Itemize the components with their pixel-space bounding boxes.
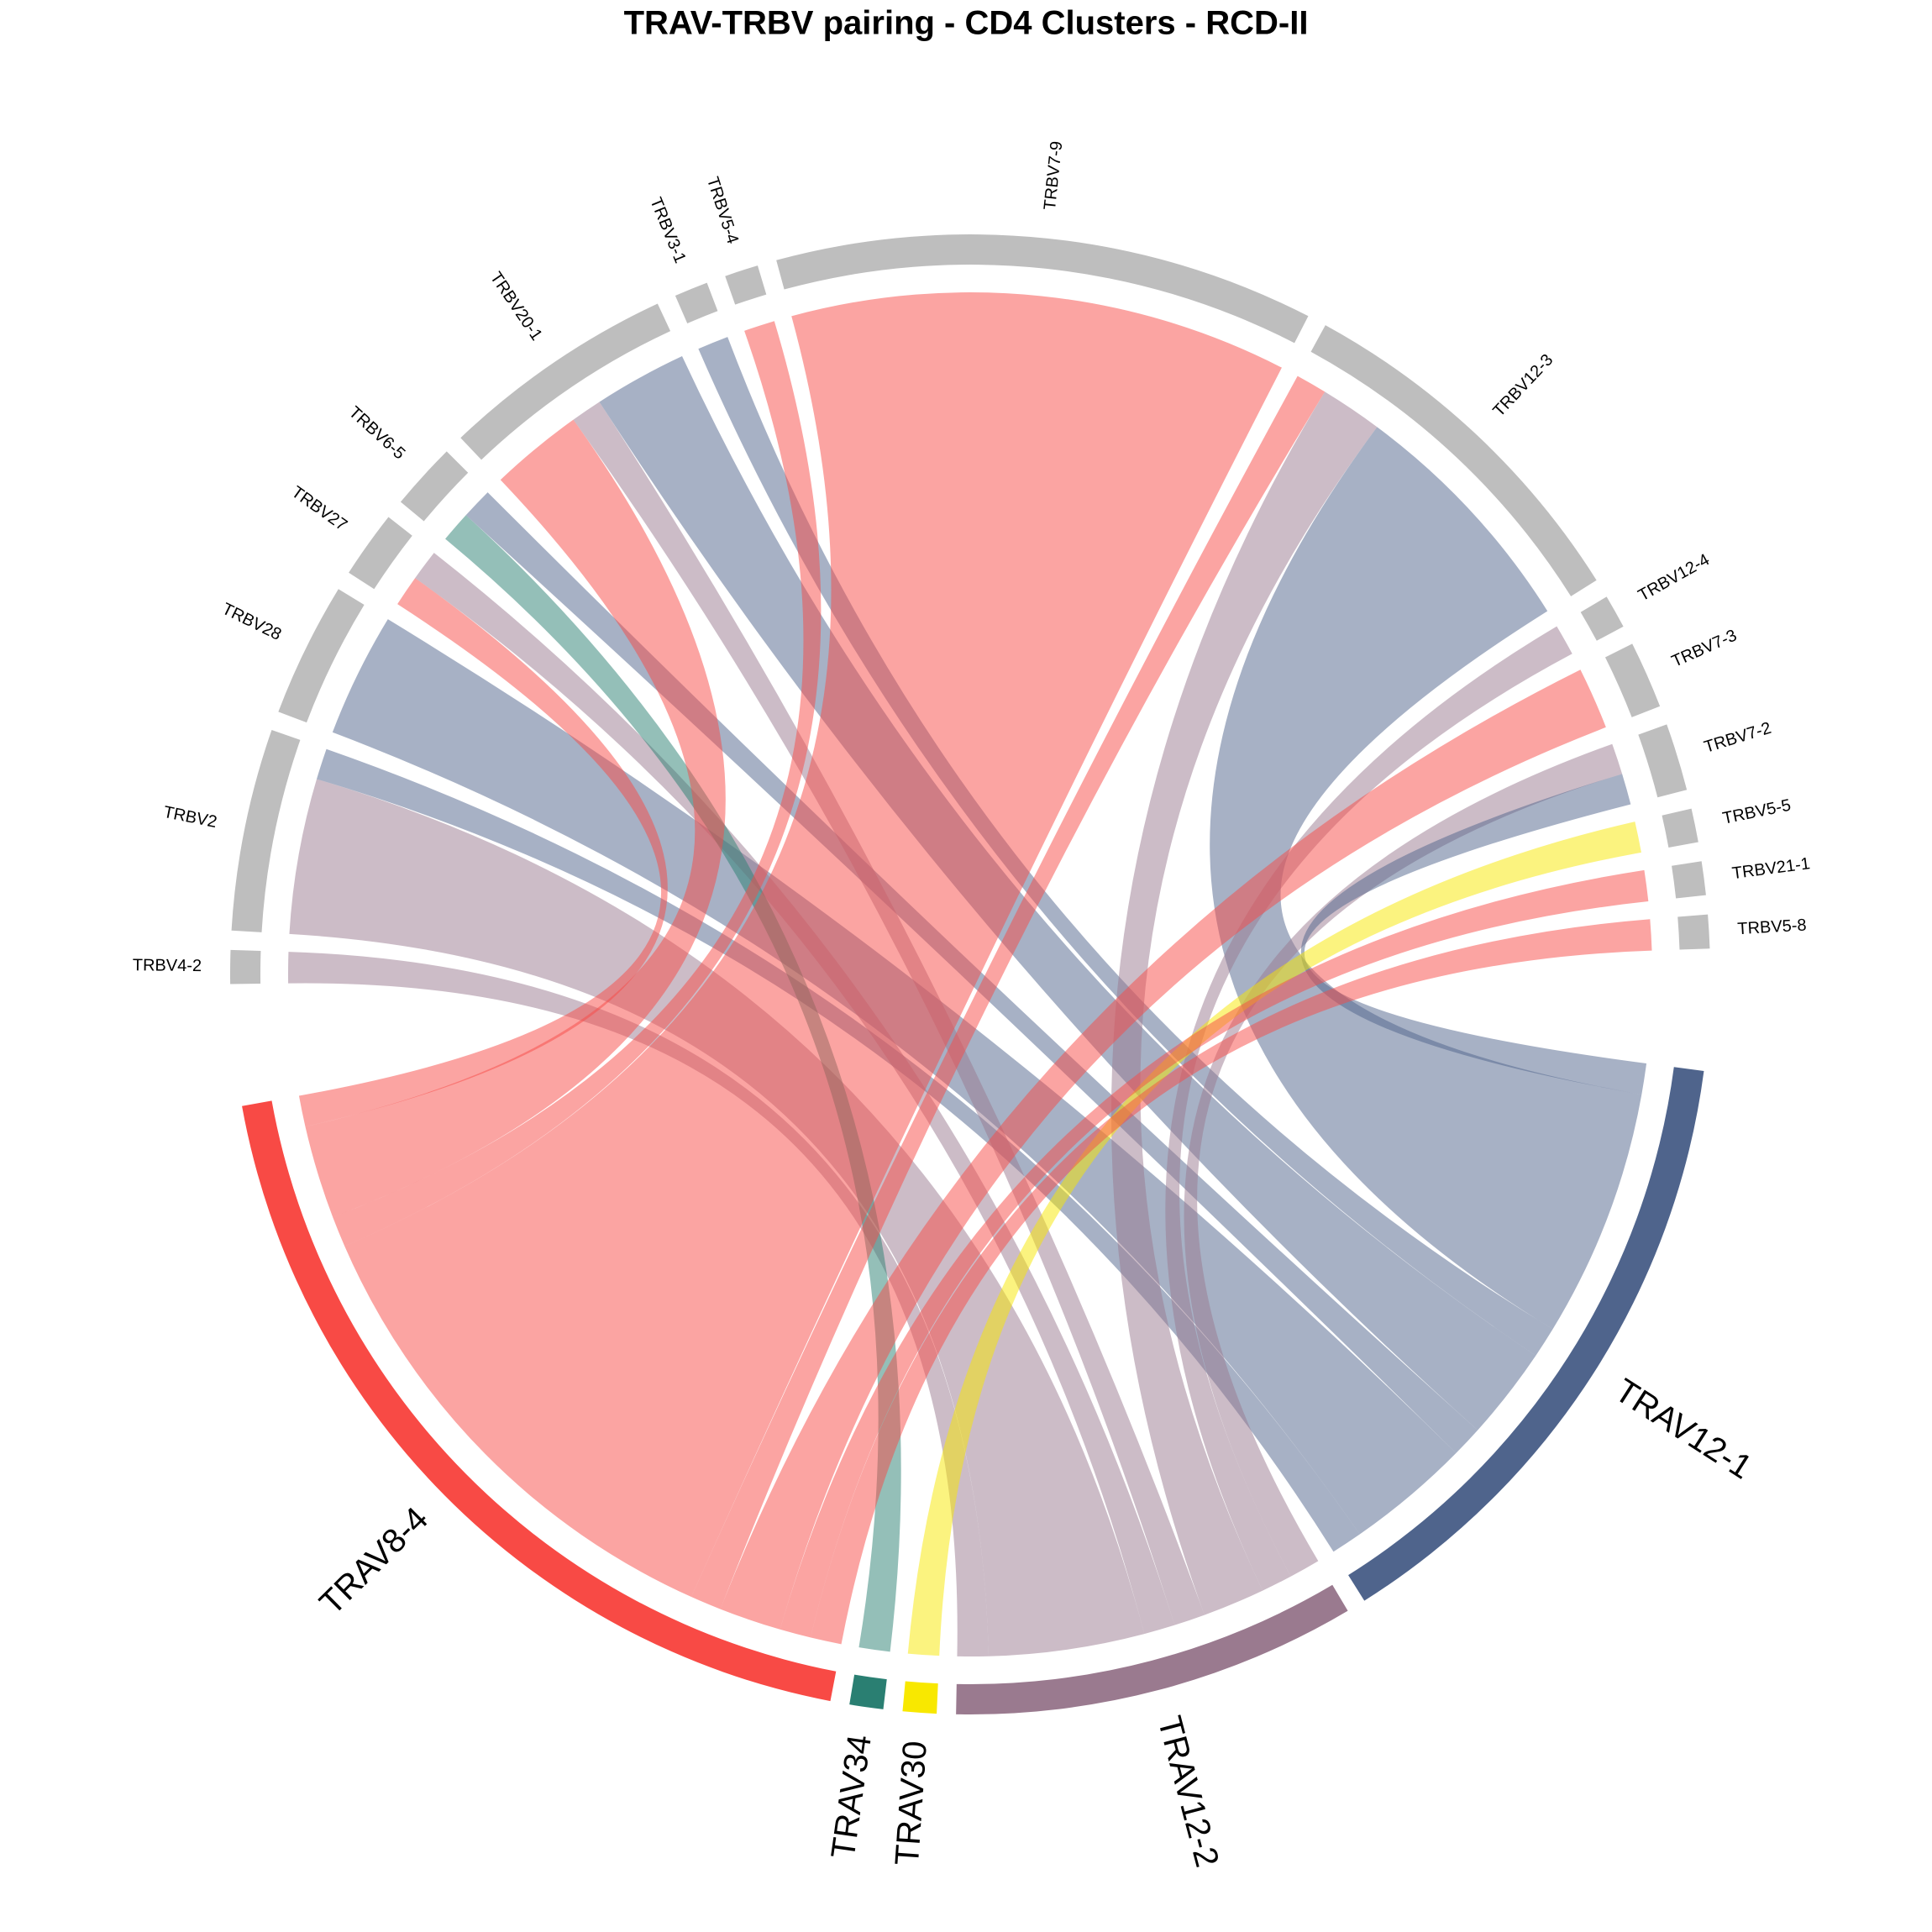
link-ribbon — [780, 869, 1649, 1638]
sector-arc — [1310, 325, 1597, 596]
sector-label: TRBV21-1 — [1731, 854, 1811, 883]
sector-label: TRBV27 — [288, 483, 350, 535]
link-ribbon — [573, 402, 1205, 1625]
link-ribbon — [1110, 391, 1378, 1615]
sector-label: TRAV12-2 — [1151, 1712, 1226, 1871]
sector-label: TRBV12-3 — [1489, 350, 1557, 420]
link-ribbon — [332, 619, 1457, 1535]
sector-arc — [278, 589, 365, 723]
link-ribbon — [690, 375, 1326, 1609]
sector-label: TRBV28 — [219, 600, 285, 644]
sector-label: TRAV12-1 — [1609, 1372, 1758, 1486]
sector-arc — [1672, 861, 1706, 899]
link-ribbon — [305, 419, 726, 1217]
sector-label: TRBV7-2 — [1702, 719, 1773, 757]
sector-arc — [231, 729, 301, 932]
sector-label: TRBV5-4 — [703, 175, 742, 246]
sector-arc — [230, 949, 261, 984]
sector-arc — [849, 1674, 887, 1709]
link-ribbon — [810, 919, 1652, 1645]
link-ribbon — [1300, 774, 1647, 1095]
sector-arc — [675, 282, 718, 324]
sector-label: TRBV3-1 — [646, 195, 689, 265]
link-ribbon — [1210, 427, 1642, 1330]
sector-arc — [776, 234, 1309, 344]
sector-label: TRAV34 — [825, 1733, 879, 1861]
sector-arc — [725, 265, 767, 305]
sector-label: TRBV4-2 — [133, 956, 202, 975]
sector-label: TRBV20-1 — [486, 269, 546, 344]
link-ribbon — [298, 578, 668, 1127]
sector-arc — [902, 1681, 938, 1714]
sector-label: TRBV2 — [162, 803, 219, 832]
sector-arc — [956, 1584, 1348, 1715]
sector-arc — [460, 303, 671, 460]
chart-title: TRAV-TRBV pairing - CD4 Clusters - RCD-I… — [624, 5, 1309, 42]
sector-label: TRBV7-9 — [1041, 140, 1066, 211]
sector-label: TRBV12-4 — [1635, 550, 1713, 605]
sector-label: TRAV30 — [889, 1740, 934, 1866]
link-ribbon — [344, 291, 1282, 1598]
link-ribbon — [720, 669, 1606, 1630]
link-ribbon — [599, 356, 1536, 1431]
link-ribbon — [289, 779, 1145, 1656]
link-ribbon — [1184, 743, 1623, 1577]
sector-label: TRAV8-4 — [312, 1500, 435, 1622]
sector-label: TRBV5-8 — [1737, 916, 1807, 938]
sector-arc — [1580, 596, 1624, 641]
sector-arc — [1677, 914, 1710, 950]
sector-arc — [1662, 808, 1698, 848]
link-ribbon — [333, 321, 822, 1247]
sector-label: TRBV5-5 — [1721, 796, 1793, 828]
sector-arc — [349, 517, 412, 590]
sector-arc — [1638, 724, 1688, 798]
sector-arc — [1604, 643, 1661, 717]
links — [288, 291, 1652, 1656]
sector-label: TRBV7-3 — [1669, 626, 1740, 670]
sector-arc — [1348, 1067, 1704, 1601]
sector-arc — [400, 451, 469, 522]
sector-label: TRBV6-5 — [345, 403, 409, 464]
